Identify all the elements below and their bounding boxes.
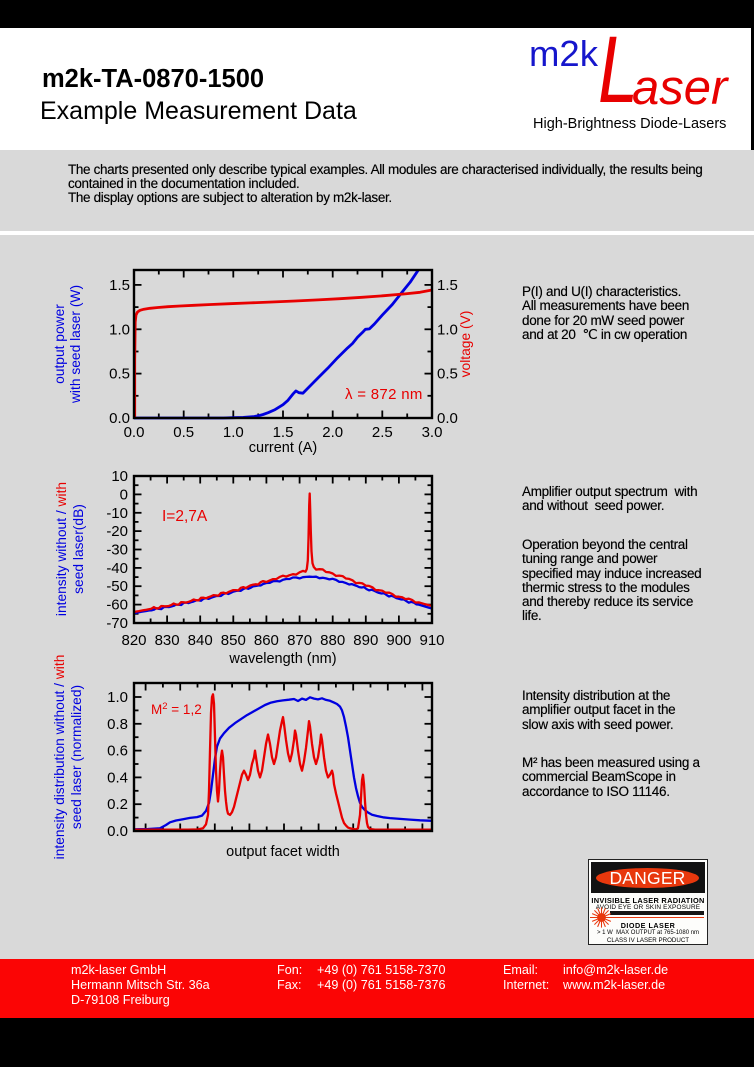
- svg-text:1.0: 1.0: [437, 321, 458, 338]
- svg-text:output power: output power: [52, 304, 67, 384]
- svg-text:1.5: 1.5: [109, 277, 130, 294]
- svg-text:3.0: 3.0: [422, 424, 443, 441]
- svg-text:890: 890: [353, 632, 378, 649]
- svg-text:output facet width: output facet width: [226, 844, 340, 860]
- svg-text:1.0: 1.0: [109, 321, 130, 338]
- svg-text:intensity without / with: intensity without / with: [54, 482, 69, 616]
- svg-text:-70: -70: [106, 615, 128, 632]
- svg-text:0.0: 0.0: [124, 424, 145, 441]
- svg-text:-40: -40: [106, 560, 128, 577]
- svg-text:830: 830: [155, 632, 180, 649]
- svg-text:880: 880: [320, 632, 345, 649]
- svg-text:M2 = 1,2: M2 = 1,2: [151, 701, 202, 717]
- svg-text:-10: -10: [106, 505, 128, 522]
- svg-text:10: 10: [111, 468, 128, 485]
- svg-text:-60: -60: [106, 597, 128, 614]
- svg-text:1.5: 1.5: [437, 277, 458, 294]
- svg-text:current (A): current (A): [249, 440, 318, 456]
- svg-text:850: 850: [221, 632, 246, 649]
- svg-text:I=2,7A: I=2,7A: [162, 508, 208, 525]
- svg-text:-30: -30: [106, 542, 128, 559]
- svg-text:0.2: 0.2: [107, 796, 128, 813]
- svg-text:1.0: 1.0: [223, 424, 244, 441]
- svg-text:0.4: 0.4: [107, 769, 128, 786]
- svg-text:910: 910: [419, 632, 444, 649]
- svg-text:820: 820: [121, 632, 146, 649]
- svg-text:0.5: 0.5: [437, 366, 458, 383]
- svg-text:voltage (V): voltage (V): [458, 311, 473, 378]
- svg-text:0.6: 0.6: [107, 743, 128, 760]
- svg-text:0: 0: [120, 486, 128, 503]
- svg-text:0.5: 0.5: [109, 366, 130, 383]
- svg-text:λ = 872 nm: λ = 872 nm: [345, 386, 423, 403]
- svg-text:seed laser(dB): seed laser(dB): [71, 504, 86, 594]
- svg-text:900: 900: [386, 632, 411, 649]
- svg-text:870: 870: [287, 632, 312, 649]
- svg-text:-50: -50: [106, 578, 128, 595]
- svg-text:2.0: 2.0: [322, 424, 343, 441]
- svg-text:seed laser (normalized): seed laser (normalized): [69, 685, 84, 829]
- svg-text:with seed laser (W): with seed laser (W): [68, 285, 83, 404]
- svg-text:0.0: 0.0: [437, 410, 458, 427]
- svg-text:0.0: 0.0: [107, 823, 128, 840]
- svg-text:-20: -20: [106, 523, 128, 540]
- svg-text:0.0: 0.0: [109, 410, 130, 427]
- svg-text:840: 840: [188, 632, 213, 649]
- svg-text:wavelength (nm): wavelength (nm): [228, 651, 336, 667]
- svg-text:intensity distribution without: intensity distribution without / with: [52, 655, 67, 860]
- svg-text:0.8: 0.8: [107, 716, 128, 733]
- svg-text:0.5: 0.5: [173, 424, 194, 441]
- svg-text:1.0: 1.0: [107, 689, 128, 706]
- svg-text:1.5: 1.5: [273, 424, 294, 441]
- svg-text:2.5: 2.5: [372, 424, 393, 441]
- svg-text:860: 860: [254, 632, 279, 649]
